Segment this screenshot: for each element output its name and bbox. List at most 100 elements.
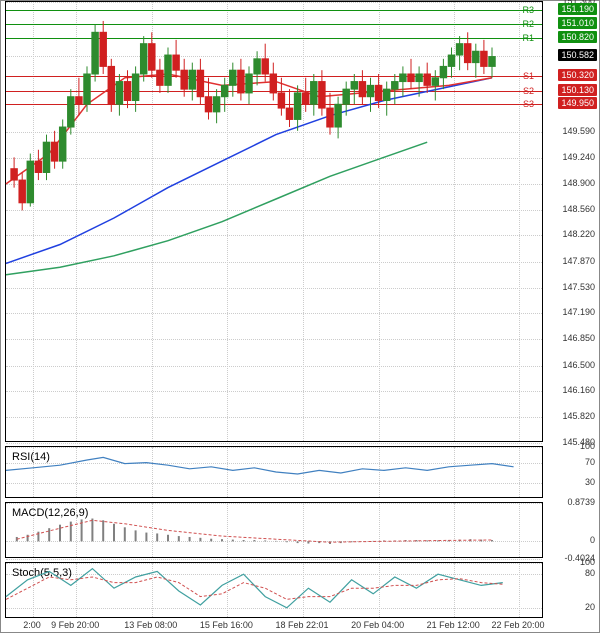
candle-body	[140, 44, 146, 74]
candle-body	[246, 74, 252, 93]
candle-body	[230, 70, 236, 85]
candle-body	[481, 51, 487, 66]
candle-body	[327, 108, 333, 127]
candle-body	[213, 97, 219, 112]
ytick: 100	[580, 441, 595, 451]
ytick: 0.8739	[567, 497, 595, 507]
candle-body	[76, 97, 82, 105]
candle-body	[100, 32, 106, 66]
candle-body	[157, 70, 163, 85]
price-panel[interactable]: R3R2R1S1S2S3151.300151.190151.010150.820…	[1, 1, 599, 442]
stoch-plot[interactable]: Stoch(5,5,3)	[5, 562, 543, 618]
candle-body	[19, 180, 25, 203]
ytick: 148.560	[562, 204, 595, 214]
candle-body	[43, 142, 49, 172]
candle-body	[351, 82, 357, 90]
stoch-yaxis: 1008020	[543, 562, 599, 618]
candle-body	[294, 93, 300, 120]
stoch-k-line	[6, 569, 503, 608]
candle-body	[448, 55, 454, 66]
candle-body	[149, 44, 155, 71]
rsi-plot[interactable]: RSI(14)	[5, 446, 543, 498]
candle-body	[124, 82, 130, 101]
ytick: 147.190	[562, 307, 595, 317]
candle-body	[221, 85, 227, 96]
rsi-panel[interactable]: RSI(14)1007030	[1, 446, 599, 498]
xtick: 9 Feb 20:00	[51, 620, 99, 630]
candle-body	[343, 89, 349, 104]
macd-plot[interactable]: MACD(12,26,9)	[5, 502, 543, 558]
candle-body	[116, 82, 122, 105]
candle-body	[27, 161, 33, 203]
xtick: 2:00	[23, 620, 41, 630]
grid-line	[6, 443, 542, 444]
ytick: 145.820	[562, 411, 595, 421]
candle-body	[440, 66, 446, 77]
ytick: 30	[585, 477, 595, 487]
ytick: 148.900	[562, 178, 595, 188]
xaxis: 2:009 Feb 20:0013 Feb 08:0015 Feb 16:001…	[5, 616, 543, 630]
candle-body	[197, 70, 203, 97]
candle-body	[416, 74, 422, 82]
candle-body	[392, 82, 398, 90]
xtick: 20 Feb 04:00	[351, 620, 404, 630]
candle-body	[132, 74, 138, 101]
macd-panel[interactable]: MACD(12,26,9)0.87390-0.4024	[1, 502, 599, 558]
support-badge: 150.130	[558, 84, 597, 96]
candle-body	[400, 74, 406, 82]
candle-body	[205, 97, 211, 112]
candle-body	[286, 108, 292, 119]
candle-body	[473, 51, 479, 62]
candle-body	[35, 161, 41, 172]
ytick: 147.530	[562, 282, 595, 292]
stoch-panel[interactable]: Stoch(5,5,3)1008020	[1, 562, 599, 618]
macd-svg	[6, 503, 542, 557]
ytick: 80	[585, 568, 595, 578]
ma_green-line	[6, 142, 427, 275]
stoch-svg	[6, 563, 542, 617]
support-badge: 149.950	[558, 97, 597, 109]
ytick: 149.590	[562, 126, 595, 136]
candle-body	[59, 127, 65, 161]
ytick: 146.850	[562, 333, 595, 343]
rsi-yaxis: 1007030	[543, 446, 599, 498]
price-yaxis: 151.300151.190151.010150.820150.582150.3…	[543, 1, 599, 442]
price-plot[interactable]: R3R2R1S1S2S3	[5, 1, 543, 442]
candle-body	[432, 78, 438, 86]
candle-body	[359, 82, 365, 97]
candle-body	[173, 55, 179, 70]
candle-body	[278, 93, 284, 108]
macd-signal-line	[17, 520, 492, 542]
ytick: 0	[590, 535, 595, 545]
xtick: 21 Feb 12:00	[427, 620, 480, 630]
candle-body	[456, 44, 462, 55]
grid-line	[6, 559, 542, 560]
ytick: 148.220	[562, 229, 595, 239]
candle-body	[189, 70, 195, 89]
candle-body	[424, 74, 430, 85]
resistance-badge: 150.820	[558, 31, 597, 43]
candle-body	[51, 142, 57, 161]
resistance-badge: 151.190	[558, 3, 597, 15]
candle-body	[335, 104, 341, 127]
candle-body	[181, 70, 187, 89]
chart-container: R3R2R1S1S2S3151.300151.190151.010150.820…	[0, 0, 600, 633]
rsi-svg	[6, 447, 542, 497]
ytick: 70	[585, 457, 595, 467]
ytick: 20	[585, 602, 595, 612]
candle-body	[92, 32, 98, 74]
price-svg	[6, 2, 542, 441]
xtick: 13 Feb 08:00	[124, 620, 177, 630]
candle-body	[489, 57, 495, 67]
candle-body	[319, 82, 325, 109]
candle-body	[108, 66, 114, 104]
candle-body	[383, 89, 389, 100]
candle-body	[311, 82, 317, 105]
candle-body	[84, 74, 90, 104]
xtick: 18 Feb 22:01	[275, 620, 328, 630]
candle-body	[367, 85, 373, 96]
candle-body	[262, 59, 268, 74]
price-badge: 150.582	[558, 49, 597, 61]
candle-body	[11, 169, 17, 180]
ytick: 100	[580, 557, 595, 567]
